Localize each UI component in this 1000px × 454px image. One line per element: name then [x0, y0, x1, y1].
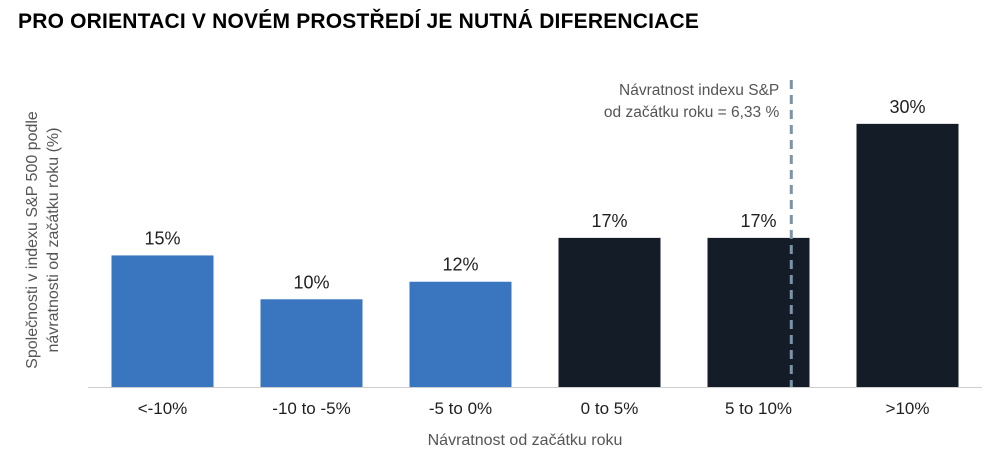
x-tick-label-0: <-10% [138, 399, 188, 418]
reference-line-group: Návratnost indexu S&P od začátku roku = 6… [604, 80, 793, 387]
labels-layer: 15% <-10% 10% -10 to -5% 12% -5 to 0% 17% 0 to … [138, 97, 930, 418]
axis-titles: Návratnost od začátku roku Společnosti v … [24, 111, 622, 449]
x-axis-title: Návratnost od začátku roku [428, 432, 623, 449]
reference-label-line-0: Návratnost indexu S&P [619, 82, 779, 99]
x-tick-label-1: -10 to -5% [272, 399, 350, 418]
bar-1 [260, 299, 363, 387]
x-tick-label-5: >10% [886, 399, 930, 418]
reference-label-line-1: od začátku roku = 6,33 % [604, 104, 780, 121]
data-label-3: 17% [591, 211, 627, 231]
bars-layer [111, 123, 959, 387]
data-label-5: 30% [889, 97, 925, 117]
chart-title: PRO ORIENTACI V NOVÉM PROSTŘEDÍ JE NUTNÁ… [18, 10, 700, 33]
bar-0 [111, 255, 214, 387]
x-tick-label-4: 5 to 10% [725, 399, 792, 418]
y-axis-title-line-0: Společnosti v indexu S&P 500 podle [24, 111, 41, 369]
bar-3 [558, 237, 661, 387]
x-tick-label-3: 0 to 5% [581, 399, 639, 418]
data-label-4: 17% [740, 211, 776, 231]
bar-4 [707, 237, 810, 387]
bar-2 [409, 281, 512, 387]
data-label-0: 15% [144, 228, 180, 248]
data-label-2: 12% [442, 255, 478, 275]
y-axis-title-line-1: návratnosti od začátku roku (%) [45, 128, 62, 353]
data-label-1: 10% [293, 272, 329, 292]
bar-5 [856, 123, 959, 387]
x-tick-label-2: -5 to 0% [429, 399, 492, 418]
